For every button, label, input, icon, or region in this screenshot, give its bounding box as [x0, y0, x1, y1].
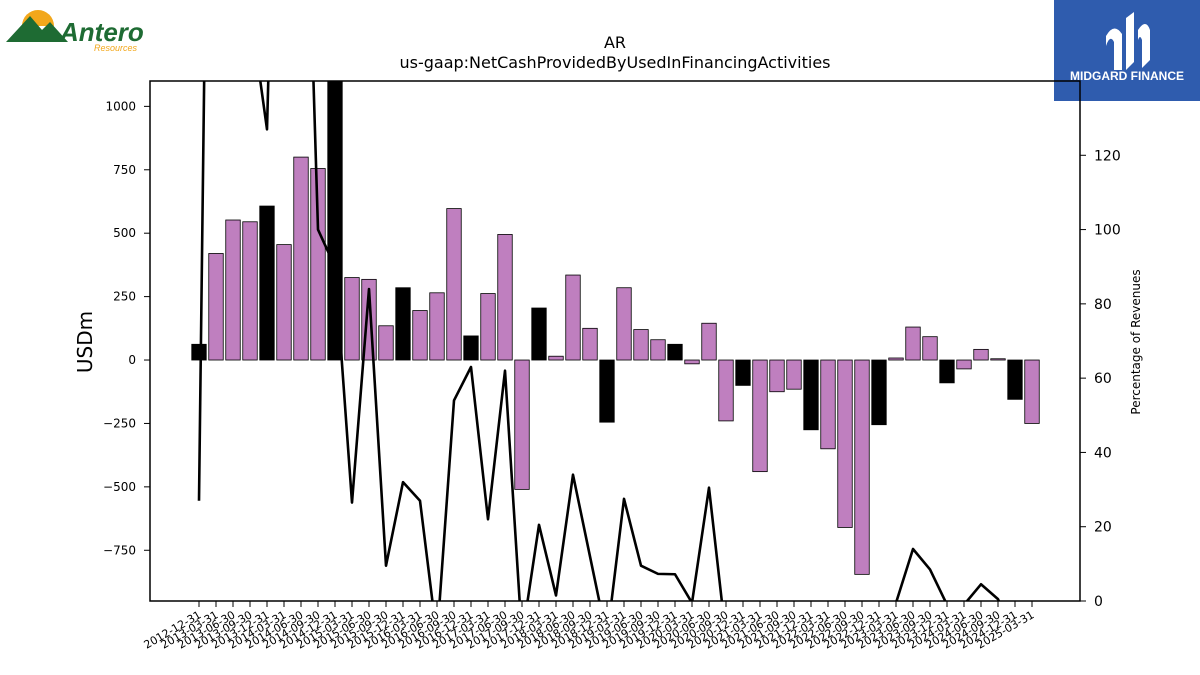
chart-subtitle: us-gaap:NetCashProvidedByUsedInFinancing…	[399, 53, 830, 72]
y2-tick-label: 0	[1094, 594, 1103, 610]
y2-tick-label: 80	[1094, 297, 1112, 313]
bar-2020-12-31	[735, 359, 751, 386]
bar-2022-03-31	[820, 359, 836, 450]
bar-2025-03-31	[1024, 359, 1040, 424]
bar-2020-06-30	[701, 322, 717, 361]
antero-sub: Resources	[94, 43, 138, 53]
y-tick-label: 0	[128, 353, 136, 367]
bar-2013-12-31	[259, 205, 275, 361]
y-tick-label: 750	[113, 163, 136, 177]
bar-2021-12-31	[803, 359, 819, 431]
y2-axis-label: Percentage of Revenues	[1129, 269, 1143, 414]
bar-2012-12-31	[191, 343, 207, 361]
midgard-mark-icon	[1106, 12, 1150, 70]
pct-revenues-line	[197, 81, 1001, 601]
y-tick-label: 1000	[105, 99, 136, 113]
bar-2023-06-30	[905, 326, 921, 361]
antero-logo: Antero Resources	[4, 4, 154, 56]
y-tick-label: −750	[103, 543, 136, 557]
bar-2018-06-30	[565, 274, 581, 361]
bar-2013-06-30	[225, 219, 241, 361]
midgard-logo: MIDGARD FINANCE	[1054, 0, 1200, 101]
y2-tick-label: 100	[1094, 223, 1121, 239]
bar-2015-09-30	[378, 325, 394, 361]
bar-2024-12-31	[1007, 359, 1023, 400]
bar-2014-12-31	[327, 81, 343, 361]
bar-2019-03-31	[616, 287, 632, 361]
bar-2016-03-31	[412, 310, 428, 361]
antero-wordmark: Antero	[59, 17, 144, 47]
y-axis-label: USDm	[73, 311, 97, 373]
y2-tick-label: 120	[1094, 148, 1121, 164]
bar-2022-06-30	[837, 359, 853, 528]
bar-2021-06-30	[769, 359, 785, 393]
bar-2018-03-31	[548, 355, 564, 361]
bar-2014-09-30	[310, 168, 326, 361]
bar-2023-12-31	[939, 359, 955, 384]
y2-tick-label: 20	[1094, 520, 1112, 536]
bar-2022-09-30	[854, 359, 870, 575]
bar-2016-12-31	[463, 335, 479, 361]
bar-2022-12-31	[871, 359, 887, 426]
bar-2024-09-30	[990, 358, 1006, 361]
bar-2018-12-31	[599, 359, 615, 423]
y-tick-label: −500	[103, 480, 136, 494]
bar-2019-12-31	[667, 343, 683, 361]
bar-2017-12-31	[531, 307, 547, 361]
bar-2013-03-31	[208, 253, 224, 361]
bar-2017-03-31	[480, 293, 496, 361]
chart-title: AR	[604, 33, 626, 52]
bar-2023-03-31	[888, 357, 904, 361]
bar-2014-03-31	[276, 244, 292, 361]
bar-2016-06-30	[429, 292, 445, 361]
y-tick-label: 250	[113, 290, 136, 304]
y-tick-label: −250	[103, 416, 136, 430]
bar-2024-06-30	[973, 348, 989, 361]
bar-2021-03-31	[752, 359, 768, 473]
midgard-wordmark: MIDGARD FINANCE	[1070, 69, 1184, 83]
bar-2015-03-31	[344, 277, 360, 361]
bar-2020-03-31	[684, 359, 700, 365]
bar-2020-09-30	[718, 359, 734, 422]
bar-2017-06-30	[497, 234, 513, 361]
mountain-icon	[6, 16, 68, 42]
y2-tick-label: 60	[1094, 371, 1112, 387]
bar-2017-09-30	[514, 359, 530, 490]
bar-2018-09-30	[582, 327, 598, 361]
bar-2024-03-31	[956, 359, 972, 370]
bar-2016-09-30	[446, 208, 462, 361]
bar-2014-06-30	[293, 156, 309, 361]
bar-2021-09-30	[786, 359, 802, 390]
bar-2023-09-30	[922, 336, 938, 361]
y2-tick-label: 40	[1094, 445, 1112, 461]
plot-frame	[149, 80, 1081, 602]
bar-2013-09-30	[242, 221, 258, 361]
bar-2019-09-30	[650, 339, 666, 361]
bar-2019-06-30	[633, 329, 649, 361]
bar-2015-12-31	[395, 287, 411, 361]
y-tick-label: 500	[113, 226, 136, 240]
